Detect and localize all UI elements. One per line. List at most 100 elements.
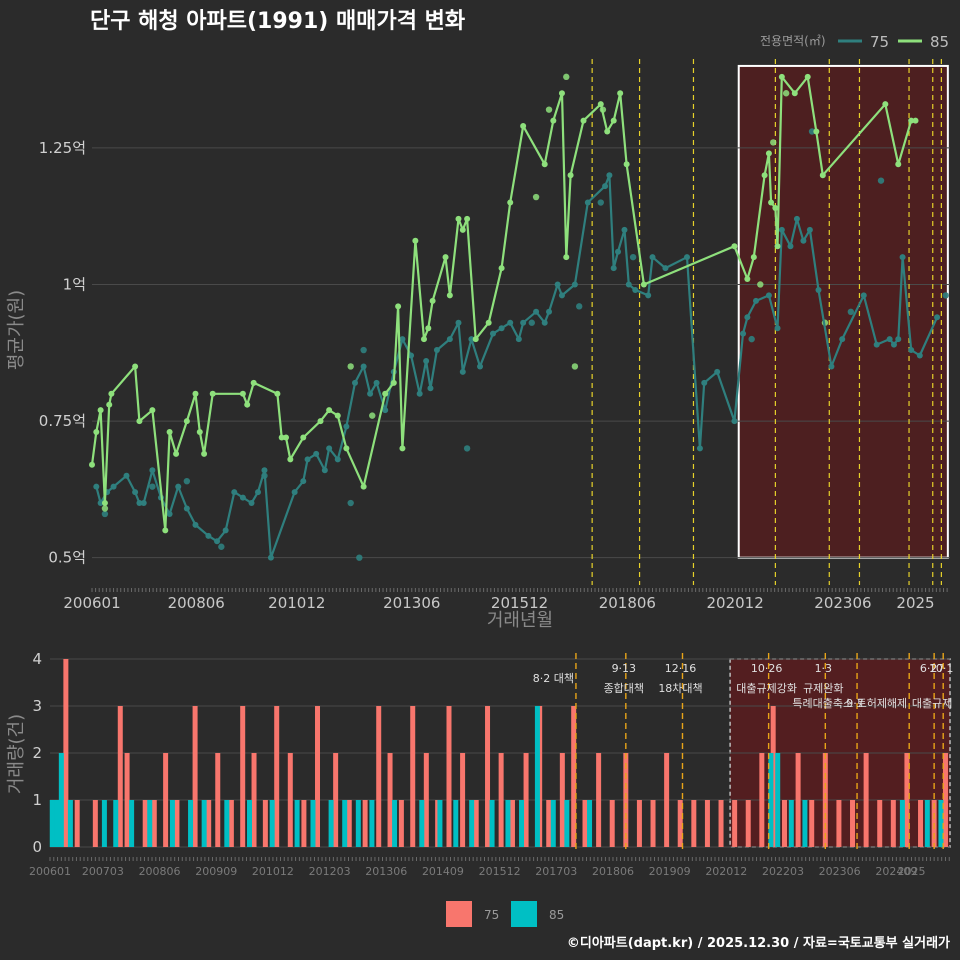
volume-bar-75 [523, 753, 529, 847]
policy-annotation-subtitle: 대출규제 [912, 697, 952, 710]
price-point-85 [541, 161, 548, 168]
price-point-75 [740, 330, 747, 337]
price-point-75 [360, 363, 367, 370]
volume-x-tick-label: 201409 [422, 865, 464, 878]
price-point-75 [632, 286, 639, 293]
price-point-85 [744, 276, 751, 283]
price-point-75 [382, 407, 389, 414]
price-point-75 [218, 543, 225, 550]
price-point-75 [455, 319, 462, 326]
volume-bar-75 [174, 800, 180, 847]
price-point-75 [916, 352, 923, 359]
price-point-75 [828, 363, 835, 370]
policy-annotation-title: 8·2 대책 [533, 672, 574, 685]
volume-bar-85 [54, 800, 60, 847]
price-point-75 [714, 368, 721, 375]
price-point-75 [489, 330, 496, 337]
price-point-75 [778, 226, 785, 233]
volume-x-tick-label: 201806 [592, 865, 634, 878]
price-point-85 [563, 73, 570, 81]
volume-plot: 0 1 2 3 4 200601 200703 200806 200909 201012 20120… [29, 650, 953, 878]
price-point-85 [485, 319, 492, 326]
price-point-85 [770, 139, 777, 146]
volume-bar-85 [775, 753, 781, 847]
price-point-75 [701, 379, 708, 386]
price-point-85 [382, 390, 389, 397]
price-point-75 [899, 254, 906, 261]
price-point-75 [248, 500, 255, 507]
price-point-85 [459, 226, 466, 233]
price-point-75 [815, 286, 822, 293]
volume-bar-75 [836, 800, 842, 847]
price-point-75 [520, 319, 527, 326]
price-point-75 [343, 423, 350, 430]
price-point-75 [934, 314, 941, 321]
price-point-75 [459, 368, 466, 375]
volume-bar-75 [942, 753, 948, 847]
price-point-75 [498, 325, 505, 332]
policy-annotation-title: 12·16 [665, 662, 697, 675]
price-point-75 [541, 319, 548, 326]
price-point-75 [558, 292, 565, 299]
price-point-75 [423, 357, 430, 364]
volume-bar-75 [718, 800, 724, 847]
price-point-85 [93, 429, 100, 436]
price-point-85 [640, 281, 647, 288]
price-point-85 [610, 117, 617, 124]
price-point-75 [356, 554, 363, 561]
price-point-75 [942, 292, 949, 299]
price-point-85 [369, 412, 376, 419]
volume-bar-75 [809, 800, 815, 847]
price-x-tick-label: 201512 [491, 594, 548, 612]
volume-bar-75 [890, 800, 896, 847]
price-point-75 [895, 336, 902, 343]
volume-bar-75 [398, 800, 404, 847]
price-point-75 [313, 450, 320, 457]
volume-bar-85 [246, 800, 252, 847]
volume-bar-75 [485, 706, 491, 847]
volume-bar-75 [677, 800, 683, 847]
volume-bar-85 [419, 800, 425, 847]
price-point-75 [533, 308, 540, 315]
price-plot: 0.5억 0.75억 1억 1.25억 200601 200806 201012 201306… [39, 59, 950, 612]
volume-bar-85 [328, 800, 334, 847]
volume-x-tick-label: 201703 [535, 865, 577, 878]
price-point-75 [731, 418, 738, 425]
volume-bar-85 [469, 800, 475, 847]
price-point-75 [352, 379, 359, 386]
price-y-tick-label: 1.25억 [39, 139, 86, 157]
price-point-75 [446, 336, 453, 343]
price-point-85 [136, 418, 143, 425]
volume-bar-85 [67, 800, 73, 847]
policy-annotation-subtitle: 18차대책 [658, 682, 702, 695]
volume-bar-75 [571, 706, 577, 847]
price-point-75 [149, 467, 156, 474]
volume-bar-75 [262, 800, 268, 847]
volume-bar-85 [453, 800, 459, 847]
volume-bar-75 [759, 753, 765, 847]
price-point-85 [317, 418, 324, 425]
volume-x-tick-label: 2025 [897, 865, 925, 878]
price-point-75 [214, 538, 221, 545]
price-point-85 [360, 483, 367, 490]
price-point-85 [425, 325, 432, 332]
policy-annotation-subtitle: 규제완화 [803, 682, 843, 695]
price-point-85 [768, 199, 775, 206]
price-point-75 [890, 341, 897, 348]
legend-label-vol-85: 85 [549, 908, 564, 922]
volume-bar-85 [550, 800, 556, 847]
price-point-85 [731, 243, 738, 250]
price-point-75 [839, 336, 846, 343]
price-point-85 [395, 303, 402, 310]
volume-bar-75 [163, 753, 169, 847]
chart-title: 단구 해청 아파트(1991) 매매가격 변화 [90, 9, 465, 34]
volume-bar-85 [938, 800, 944, 847]
price-point-75 [860, 292, 867, 299]
price-point-75 [625, 281, 632, 288]
volume-legend: 75 85 [446, 901, 564, 927]
volume-bar-75 [362, 800, 368, 847]
price-x-tick-label: 201806 [599, 594, 656, 612]
price-point-85 [750, 254, 757, 261]
policy-annotation-title: 10·26 [751, 662, 783, 675]
price-x-tick-label: 202012 [707, 594, 764, 612]
